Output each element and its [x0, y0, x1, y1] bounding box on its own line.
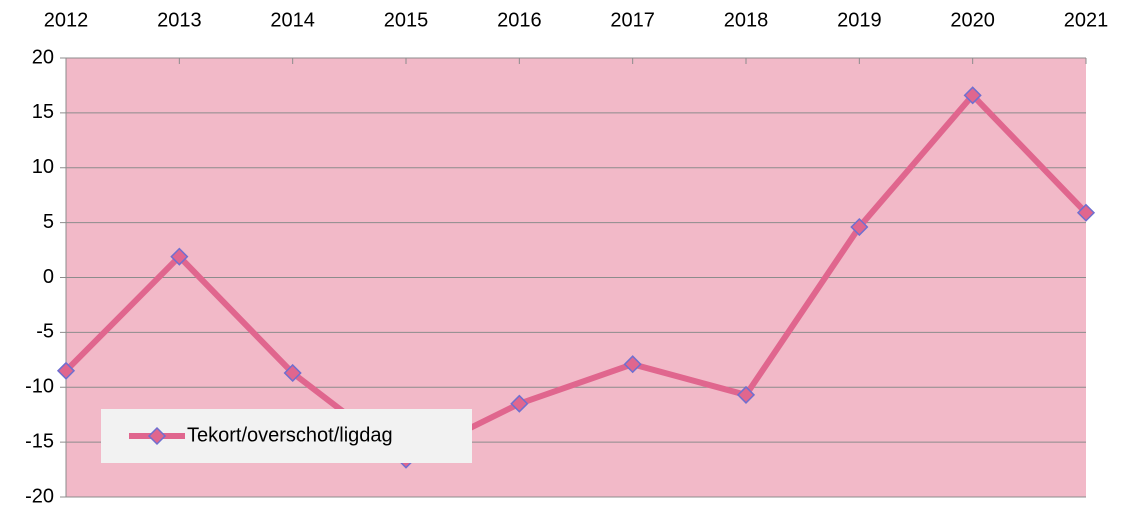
x-tick-label: 2016: [497, 9, 542, 31]
x-tick-label: 2018: [724, 9, 769, 31]
x-tick-label: 2020: [950, 9, 995, 31]
x-tick-label: 2012: [44, 9, 89, 31]
marker: [283, 363, 302, 383]
legend-marker: [147, 426, 167, 446]
marker: [510, 394, 529, 413]
marker: [850, 217, 869, 237]
y-tick-label: -20: [25, 485, 54, 507]
marker: [170, 247, 189, 266]
y-tick-label: -15: [25, 430, 54, 452]
marker: [963, 86, 982, 105]
x-tick-label: 2014: [270, 9, 315, 31]
legend: Tekort/overschot/ligdag: [101, 409, 472, 463]
series-line: [63, 92, 1089, 463]
marker: [623, 355, 642, 374]
x-tick-label: 2019: [837, 9, 882, 31]
y-tick-label: -5: [36, 321, 54, 343]
y-tick-label: -10: [25, 376, 54, 398]
marker: [56, 361, 76, 380]
x-tick-label: 2015: [384, 9, 429, 31]
x-tick-label: 2021: [1064, 9, 1109, 31]
x-tick-label: 2013: [157, 9, 202, 31]
y-tick-label: 5: [43, 211, 54, 233]
marker: [1076, 203, 1096, 222]
legend-label: Tekort/overschot/ligdag: [187, 424, 393, 446]
y-tick-label: 20: [32, 46, 54, 68]
y-tick-label: 0: [43, 266, 54, 288]
y-tick-label: 15: [32, 101, 54, 123]
marker: [736, 385, 756, 404]
x-tick-label: 2017: [610, 9, 655, 31]
y-tick-label: 10: [32, 156, 54, 178]
